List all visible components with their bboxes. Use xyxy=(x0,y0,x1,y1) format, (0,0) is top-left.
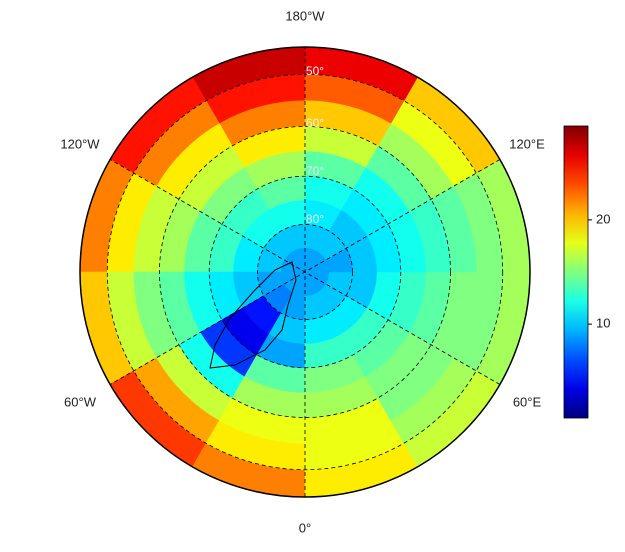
lat-label: 70° xyxy=(306,164,324,178)
lat-circle xyxy=(257,224,353,320)
lon-label: 0° xyxy=(299,520,311,535)
lon-label: 60°E xyxy=(513,394,542,409)
colorbar-ticks: 10 20 xyxy=(588,211,610,331)
field-layer xyxy=(79,46,531,498)
colorbar xyxy=(563,125,589,419)
lon-label: 120°E xyxy=(509,136,545,151)
lon-label: 120°W xyxy=(60,136,100,151)
colorbar-tick-label: 20 xyxy=(596,211,610,226)
map-border xyxy=(79,46,531,498)
lat-label: 60° xyxy=(306,116,324,130)
lat-label: 50° xyxy=(306,64,324,78)
greenland-coast xyxy=(209,261,297,369)
lat-circle xyxy=(159,126,451,418)
lat-label: 80° xyxy=(306,212,324,226)
meridian xyxy=(109,159,501,385)
graticule xyxy=(106,47,504,497)
lon-label: 180°W xyxy=(285,8,325,23)
colorbar-tick-label: 10 xyxy=(596,316,610,331)
lon-label: 60°W xyxy=(64,394,97,409)
